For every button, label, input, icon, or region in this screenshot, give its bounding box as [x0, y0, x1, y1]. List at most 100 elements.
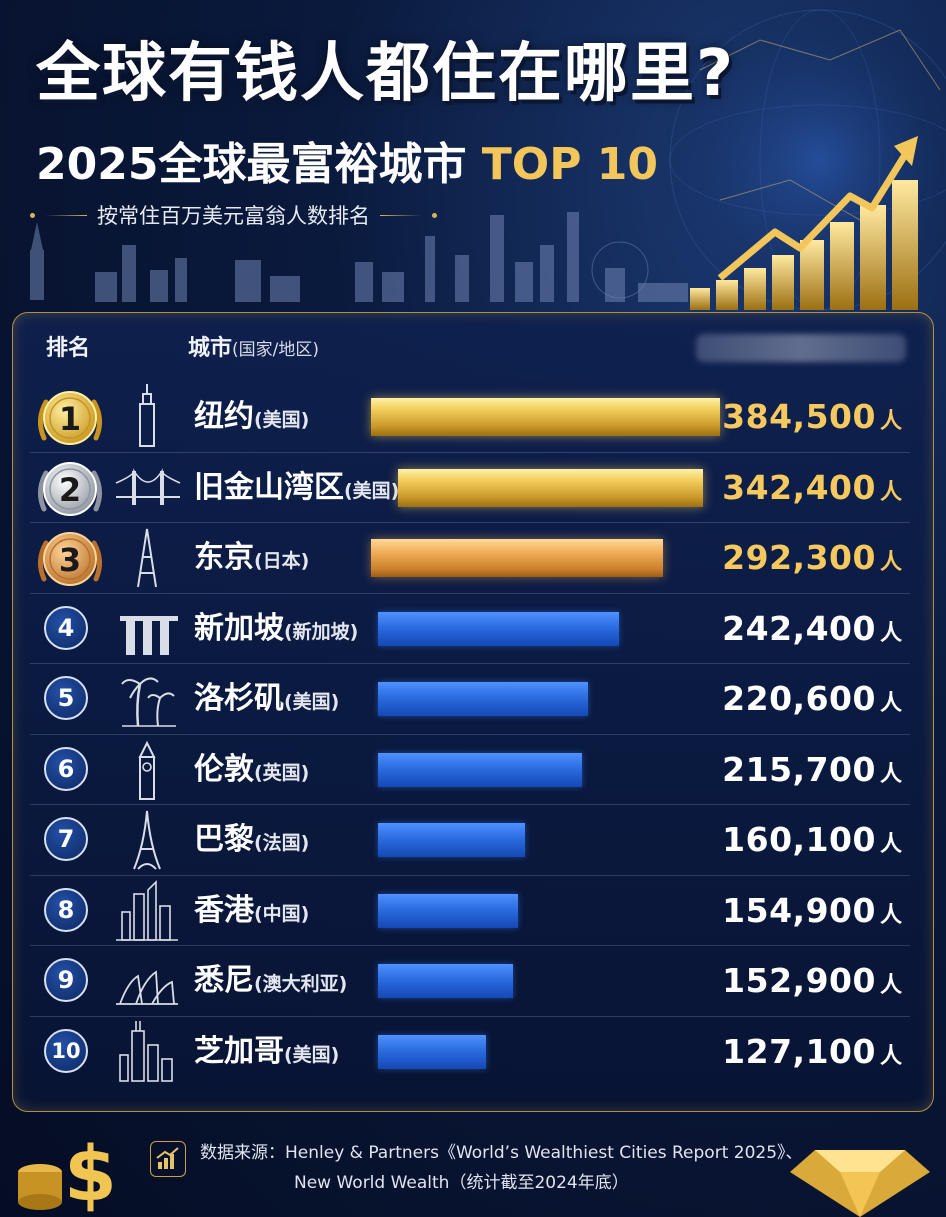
value-number: 160,100 [722, 820, 876, 859]
city-label: 伦敦 [194, 751, 254, 787]
city-name: 新加坡(新加坡) [194, 594, 358, 664]
tokyo-tower-icon [112, 523, 184, 593]
rank-number: 3 [59, 541, 81, 579]
value-bar [378, 1034, 486, 1069]
hk-skyline-icon [112, 876, 184, 946]
chart-source-icon [150, 1141, 186, 1177]
header-city-sub: (国家/地区) [232, 340, 320, 360]
background-decoration [30, 0, 946, 320]
data-source: 数据来源：Henley & Partners《World’s Wealthies… [200, 1138, 803, 1198]
city-label: 新加坡 [194, 610, 284, 646]
chart-title: 2025全球最富裕城市 TOP 10 [36, 128, 658, 192]
value-number: 215,700 [722, 749, 876, 789]
value-bar [378, 964, 513, 998]
city-name: 悉尼(澳大利亚) [194, 946, 347, 1016]
row-divider [30, 1015, 910, 1017]
value-number: 292,300 [722, 538, 876, 577]
value-label: 152,900 人 [722, 946, 902, 1016]
city-name: 东京(日本) [194, 523, 309, 593]
chart-title-top10: TOP 10 [481, 139, 659, 190]
city-name: 巴黎(法国) [194, 805, 309, 875]
country-label: (日本) [254, 550, 310, 572]
rank-badge: 4 [44, 605, 88, 650]
ranking-row: 4 新加坡(新加坡) 242,400 人 [0, 594, 946, 664]
empire-state-icon [112, 382, 184, 452]
city-label: 芝加哥 [194, 1033, 284, 1069]
city-label: 旧金山湾区 [194, 469, 344, 505]
value-number: 152,900 [722, 961, 876, 1000]
eiffel-tower-icon [112, 805, 184, 875]
value-label: 384,500 人 [722, 382, 902, 452]
value-unit: 人 [879, 902, 902, 928]
row-divider [30, 945, 910, 946]
country-label: (中国) [254, 902, 310, 925]
country-label: (美国) [254, 409, 310, 431]
ranking-row: 2 旧金山湾区(美国) 342,400 人 [0, 453, 946, 523]
header-rank: 排名 [46, 336, 91, 361]
value-unit: 人 [879, 479, 902, 505]
rank-badge: 10 [44, 1028, 88, 1073]
value-number: 242,400 [722, 608, 876, 648]
value-unit: 人 [879, 832, 902, 857]
rank-number: 1 [59, 400, 81, 438]
ranking-row: 8 香港(中国) 154,900 人 [0, 876, 946, 946]
rank-badge: 5 [44, 676, 88, 720]
value-unit: 人 [879, 973, 902, 998]
value-label: 215,700 人 [722, 735, 902, 805]
rank-number: 2 [59, 471, 81, 509]
divider-dot-right [432, 212, 437, 218]
city-name: 旧金山湾区(美国) [194, 453, 399, 523]
country-label: (新加坡) [284, 620, 359, 643]
palm-trees-icon [112, 664, 184, 734]
value-label: 242,400 人 [722, 594, 902, 664]
value-unit: 人 [879, 620, 902, 646]
value-unit: 人 [879, 761, 902, 787]
opera-house-icon [112, 946, 184, 1016]
ranking-row: 9 悉尼(澳大利亚) 152,900 人 [0, 946, 946, 1016]
city-label: 东京 [194, 540, 254, 575]
ranking-row: 6 伦敦(英国) 215,700 人 [0, 735, 946, 805]
value-label: 127,100 人 [722, 1017, 902, 1087]
value-number: 220,600 [722, 679, 876, 718]
subtitle-text: 按常住百万美元富翁人数排名 [97, 204, 370, 228]
country-label: (美国) [284, 1043, 340, 1066]
rank-badge: 8 [44, 887, 88, 932]
country-label: (英国) [254, 761, 310, 784]
value-number: 384,500 [722, 397, 876, 436]
bronze-medal-icon: 3 [30, 529, 110, 595]
source-line-2: New World Wealth（统计截至2024年底） [294, 1173, 629, 1193]
city-name: 纽约(美国) [194, 382, 309, 452]
header-city: 城市(国家/地区) [188, 330, 319, 362]
value-label: 160,100 人 [722, 805, 902, 875]
rank-badge: 9 [44, 958, 88, 1002]
country-label: (美国) [284, 691, 340, 713]
header-city-label: 城市 [188, 336, 233, 361]
value-bar [378, 752, 582, 787]
city-label: 纽约 [194, 399, 254, 434]
row-divider [30, 733, 910, 735]
ranking-row: 3 东京(日本) 292,300 人 [0, 523, 946, 593]
skyline-icon [30, 212, 688, 302]
city-label: 巴黎 [194, 822, 254, 857]
row-divider [30, 804, 910, 805]
golden-gate-icon [112, 453, 184, 523]
chicago-skyline-icon [112, 1017, 184, 1087]
ranking-row: 1 纽约(美国) 384,500 人 [0, 382, 946, 452]
value-bar [378, 893, 518, 928]
value-bar [398, 468, 703, 507]
value-number: 154,900 [722, 890, 876, 930]
big-ben-icon [112, 735, 184, 805]
value-bar [378, 823, 525, 857]
diamond-icon [790, 1150, 930, 1217]
city-name: 芝加哥(美国) [194, 1017, 339, 1087]
coins-icon: $ [18, 1129, 117, 1217]
value-number: 127,100 [722, 1031, 876, 1071]
value-label: 342,400 人 [722, 453, 902, 523]
value-bar [378, 611, 619, 646]
svg-text:$: $ [64, 1129, 117, 1217]
value-unit: 人 [879, 1043, 902, 1069]
row-divider [30, 874, 910, 876]
marina-bay-sands-icon [112, 594, 184, 664]
city-label: 悉尼 [194, 963, 254, 998]
country-label: (美国) [344, 479, 400, 502]
